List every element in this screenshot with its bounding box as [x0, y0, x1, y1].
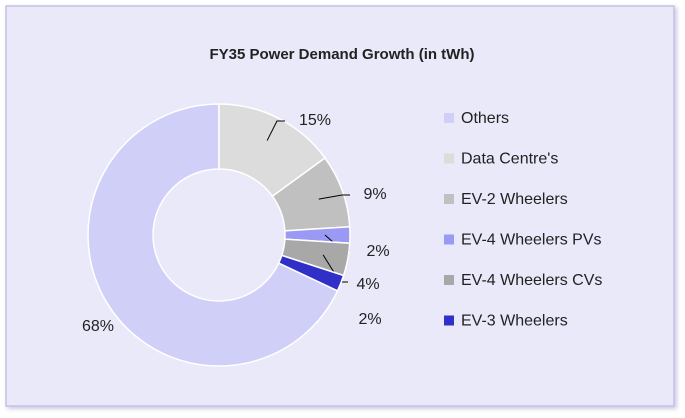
legend-swatch [444, 234, 454, 245]
data-label: 4% [356, 276, 379, 293]
donut-slice [277, 254, 345, 292]
data-label: 9% [363, 186, 386, 203]
data-label: 15% [299, 112, 331, 129]
legend-swatch [444, 153, 454, 164]
leader-line [318, 194, 350, 200]
donut-slice [87, 103, 339, 367]
legend-swatch [444, 113, 454, 123]
data-label: 2% [358, 311, 381, 328]
data-label: 68% [82, 318, 114, 335]
legend-swatch [444, 315, 454, 326]
legend-label: EV-4 Wheelers PVs [461, 232, 602, 249]
legend-label: Others [461, 110, 509, 127]
legend-label: EV-4 Wheelers CVs [461, 272, 602, 289]
leader-line [266, 120, 285, 141]
legend-swatch [444, 275, 454, 285]
legend-label: Data Centre's [461, 151, 558, 168]
legend-swatch [444, 194, 454, 204]
data-label: 2% [366, 243, 389, 260]
chart-title: FY35 Power Demand Growth (in tWh) [209, 46, 474, 63]
legend-label: EV-2 Wheelers [461, 191, 568, 208]
legend-label: EV-3 Wheelers [461, 313, 568, 330]
